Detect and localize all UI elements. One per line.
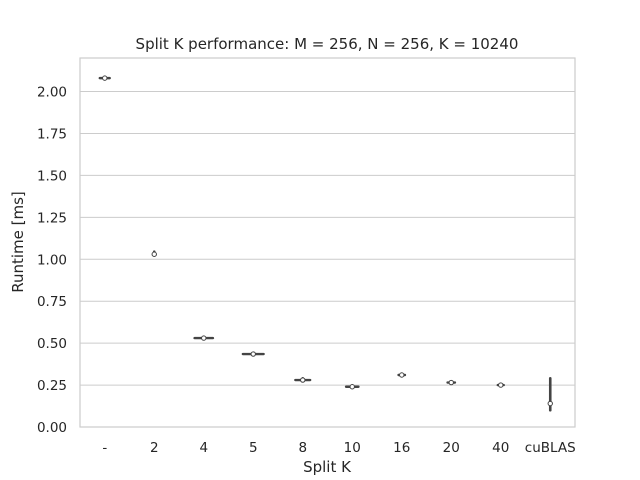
y-axis-label: Runtime [ms]: [9, 191, 27, 293]
x-tick-labels: - 2 4 5 8 10 16 20 40 cuBLAS: [102, 440, 575, 456]
x-tick-label: 5: [249, 440, 258, 456]
x-axis-label: Split K: [303, 458, 352, 476]
y-tick-label: 0.00: [37, 420, 67, 436]
y-tick-label: 0.25: [37, 378, 67, 394]
violin-group: [397, 372, 407, 378]
median-point: [448, 379, 454, 386]
plot-frame: [79, 57, 576, 428]
grid-lines: [80, 91, 575, 428]
x-tick-label: 8: [298, 440, 307, 456]
x-tick-label: 20: [443, 440, 460, 456]
violin-group: [496, 382, 505, 388]
median-point: [250, 351, 256, 357]
y-tick-label: 2.00: [37, 85, 67, 101]
median-point: [399, 372, 405, 378]
chart-title: Split K performance: M = 256, N = 256, K…: [136, 35, 519, 53]
y-tick-label: 1.50: [37, 168, 67, 184]
x-tick-label: 4: [199, 440, 208, 456]
x-tick-label: 10: [344, 440, 361, 456]
violin-group: [344, 384, 360, 390]
violin-marks: [98, 75, 553, 412]
y-tick-label: 0.75: [37, 294, 67, 310]
median-point: [498, 382, 504, 388]
median-point: [300, 377, 306, 383]
x-tick-label: 2: [150, 440, 159, 456]
violin-group: [446, 379, 457, 386]
violin-group: [151, 250, 157, 257]
x-tick-label: cuBLAS: [525, 440, 576, 456]
y-tick-label: 1.00: [37, 252, 67, 268]
x-tick-label: 40: [492, 440, 509, 456]
y-tick-labels: 0.00 0.25 0.50 0.75 1.00 1.25 1.50 1.75 2.00: [37, 85, 67, 436]
violin-group: [294, 377, 312, 383]
median-point: [201, 335, 207, 341]
median-point: [349, 384, 355, 390]
median-point: [102, 75, 108, 81]
y-tick-label: 0.50: [37, 336, 67, 352]
violin-group: [193, 335, 215, 341]
x-tick-label: 16: [393, 440, 410, 456]
median-point: [151, 251, 157, 257]
y-tick-label: 1.25: [37, 210, 67, 226]
y-tick-label: 1.75: [37, 126, 67, 142]
x-tick-label: -: [102, 440, 107, 456]
violin-group: [241, 351, 265, 357]
violin-group: [98, 75, 111, 81]
median-point: [547, 400, 553, 407]
violin-group: [547, 377, 553, 412]
